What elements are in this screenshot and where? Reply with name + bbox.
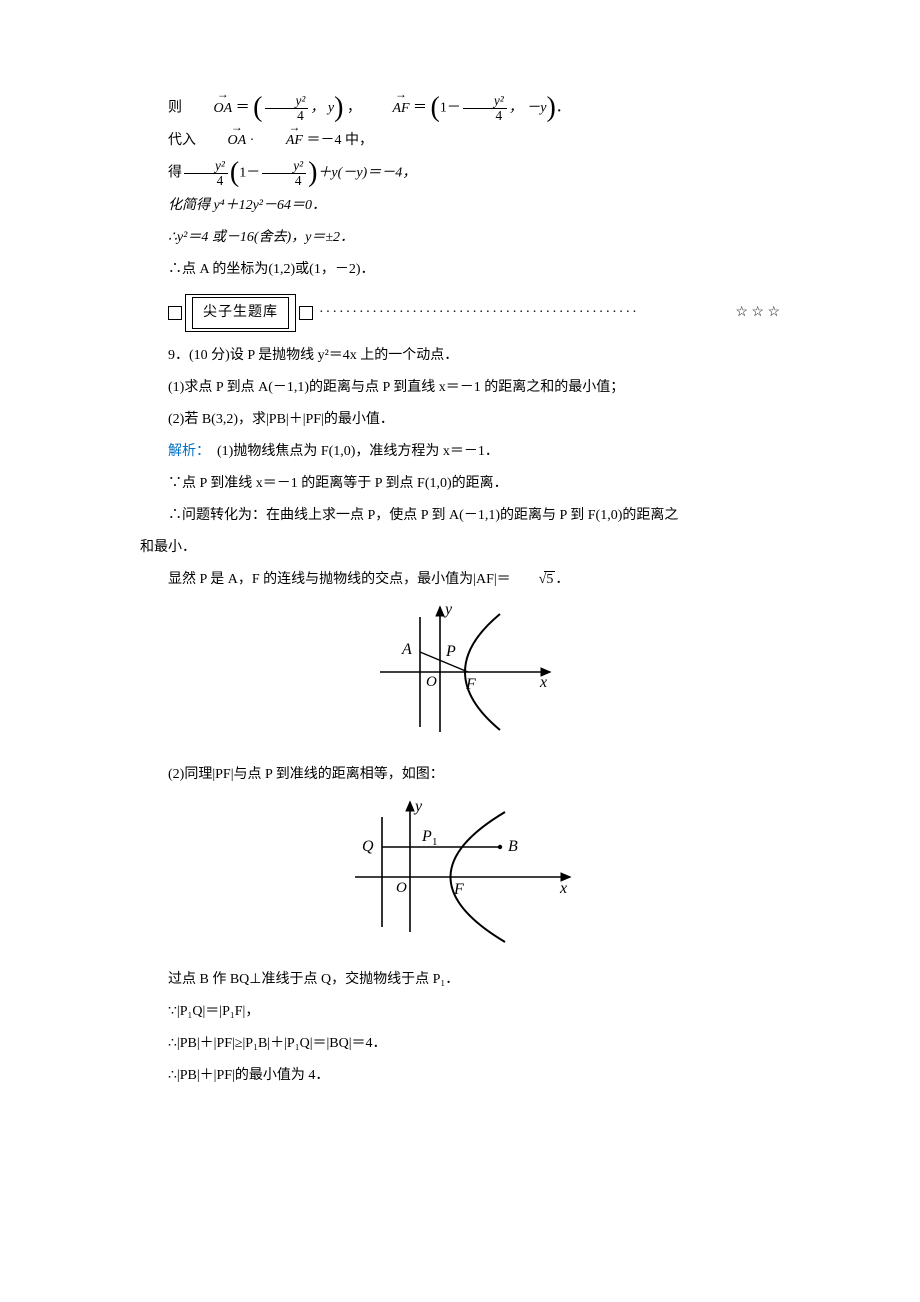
square-icon: [299, 306, 313, 320]
vector-af: AF: [258, 127, 303, 155]
dot-icon: ·: [246, 133, 258, 148]
text: 显然 P 是 A，F 的连线与抛物线的交点，最小值为|AF|＝: [168, 572, 511, 587]
text: 1－: [440, 101, 461, 116]
answer-line-9: ∴|PB|＋|PF|的最小值为 4．: [140, 1062, 780, 1090]
text: ＋y(－y)＝－4，: [317, 166, 416, 181]
square-icon: [168, 306, 182, 320]
paren-close: ): [334, 92, 343, 123]
question-9: 9．(10 分)设 P 是抛物线 y²＝4x 上的一个动点．: [140, 342, 780, 370]
svg-text:O: O: [396, 880, 407, 896]
answer-label: 解析：: [168, 444, 203, 459]
heading-box: 尖子生题库: [185, 294, 296, 332]
text: ， －y: [509, 101, 547, 116]
paren-close: ): [308, 157, 317, 188]
parabola-diagram-2: y x O Q P 1 B F: [340, 797, 580, 947]
star-icon: ☆ ☆ ☆: [735, 299, 780, 327]
leader-dots: ········································…: [319, 299, 729, 327]
figure-2: y x O Q P 1 B F: [140, 797, 780, 958]
text: 得: [168, 166, 182, 181]
text: ， y: [310, 101, 334, 116]
text: 1－: [239, 166, 260, 181]
svg-text:x: x: [539, 674, 547, 691]
text: ＝: [410, 101, 431, 116]
answer-line-1: 解析： (1)抛物线焦点为 F(1,0)，准线方程为 x＝－1．: [140, 438, 780, 466]
section-header: 尖子生题库 ··································…: [168, 294, 780, 332]
question-9-2: (2)若 B(3,2)，求|PB|＋|PF|的最小值．: [140, 406, 780, 434]
svg-text:O: O: [426, 674, 437, 690]
fraction: y²4: [463, 94, 507, 123]
step-equation: 得y²4(1－y²4)＋y(－y)＝－4，: [140, 159, 780, 188]
fraction: y²4: [262, 159, 306, 188]
svg-text:P: P: [421, 828, 432, 845]
answer-line-5: (2)同理|PF|与点 P 到准线的距离相等，如图：: [140, 761, 780, 789]
svg-text:1: 1: [432, 836, 438, 848]
text: ＝－4 中，: [303, 133, 373, 148]
answer-line-3a: ∴问题转化为：在曲线上求一点 P，使点 P 到 A(－1,1)的距离与 P 到 …: [140, 502, 780, 530]
step-substitute: 代入 OA · AF ＝－4 中，: [140, 127, 780, 155]
answer-line-2: ∵点 P 到准线 x＝－1 的距离等于 P 到点 F(1,0)的距离．: [140, 470, 780, 498]
svg-text:y: y: [443, 602, 453, 618]
sqrt-icon: √5: [511, 566, 556, 594]
step-point-a: ∴点 A 的坐标为(1,2)或(1，－2)．: [140, 256, 780, 284]
question-9-1: (1)求点 P 到点 A(－1,1)的距离与点 P 到直线 x＝－1 的距离之和…: [140, 374, 780, 402]
svg-text:F: F: [465, 676, 476, 693]
parabola-diagram-1: y x O A P F: [360, 602, 560, 742]
text: ．: [555, 572, 569, 587]
fraction: y²4: [184, 159, 228, 188]
text: (1)抛物线焦点为 F(1,0)，准线方程为 x＝－1．: [203, 444, 499, 459]
svg-text:A: A: [401, 641, 412, 658]
heading-label: 尖子生题库: [192, 297, 289, 329]
answer-line-6: 过点 B 作 BQ⊥准线于点 Q，交抛物线于点 P₁．: [140, 966, 780, 994]
paren-open: (: [431, 92, 440, 123]
svg-text:B: B: [508, 838, 518, 855]
svg-text:Q: Q: [362, 838, 374, 855]
svg-text:x: x: [559, 880, 567, 897]
answer-line-7: ∵|P₁Q|＝|P₁F|，: [140, 998, 780, 1026]
vector-af: AF: [364, 95, 409, 123]
step-simplify: 化简得 y⁴＋12y²－64＝0．: [140, 192, 780, 220]
text: ．: [556, 101, 570, 116]
paren-close: ): [546, 92, 555, 123]
svg-text:y: y: [413, 798, 423, 815]
svg-text:F: F: [453, 881, 464, 898]
text: ＝: [232, 101, 253, 116]
text: 代入: [168, 133, 200, 148]
text: 则: [168, 101, 186, 116]
answer-line-3b: 和最小．: [140, 534, 780, 562]
page: 则 OA ＝ (y²4， y) ， AF ＝ (1－y²4， －y)． 代入 O…: [0, 0, 920, 1184]
figure-1: y x O A P F: [140, 602, 780, 753]
vector-oa: OA: [200, 127, 247, 155]
step-solve-y: ∴y²＝4 或－16(舍去)，y＝±2．: [140, 224, 780, 252]
answer-line-8: ∴|PB|＋|PF|≥|P₁B|＋|P₁Q|＝|BQ|＝4．: [140, 1030, 780, 1058]
answer-line-4: 显然 P 是 A，F 的连线与抛物线的交点，最小值为|AF|＝√5．: [140, 566, 780, 594]
text: ，: [343, 101, 364, 116]
paren-open: (: [230, 157, 239, 188]
svg-text:P: P: [445, 643, 456, 660]
